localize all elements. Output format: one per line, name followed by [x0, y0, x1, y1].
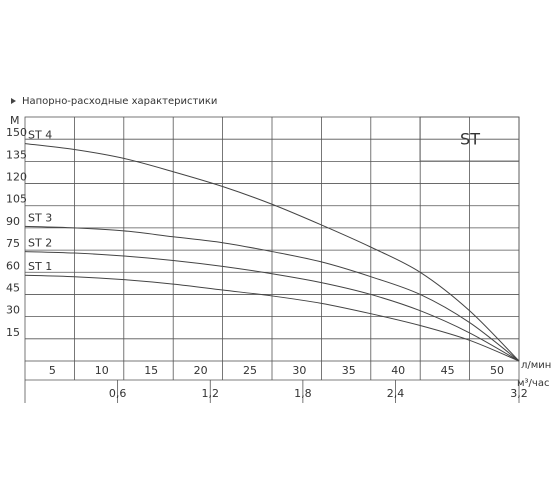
y-tick-label: 45: [6, 281, 20, 294]
y-tick-label: 75: [6, 237, 20, 250]
series-label: ST 1: [28, 260, 52, 273]
title-marker: [11, 98, 16, 104]
series-label: ST 2: [28, 237, 52, 250]
series-line: [24, 225, 520, 362]
series-label: ST 3: [28, 211, 52, 224]
x-tick-label: 10: [95, 364, 109, 377]
x2-tick-label: 0,6: [109, 387, 127, 400]
series-line: [24, 274, 520, 362]
x-tick-label: 30: [292, 364, 306, 377]
chart-title: Напорно-расходные характеристики: [22, 96, 217, 107]
y-tick-label: 105: [6, 193, 27, 206]
y-tick-label: 30: [6, 304, 20, 317]
x2-tick-label: 3,2: [510, 387, 528, 400]
x-tick-label: 15: [144, 364, 158, 377]
x-tick-label: 35: [342, 364, 356, 377]
x-axis-label: л/мин: [521, 360, 551, 371]
y-tick-label: 90: [6, 215, 20, 228]
y-tick-label: 135: [6, 148, 27, 161]
series-line: [24, 251, 520, 362]
x-tick-label: 20: [194, 364, 208, 377]
x-tick-label: 40: [391, 364, 405, 377]
y-axis-label: М: [10, 114, 20, 127]
x-tick-label: 45: [441, 364, 455, 377]
x2-tick-label: 2,4: [387, 387, 405, 400]
series-label: ST 4: [28, 129, 52, 142]
series-line: [24, 143, 520, 362]
x-tick-label: 50: [490, 364, 504, 377]
x2-tick-label: 1,2: [202, 387, 220, 400]
x-tick-label: 25: [243, 364, 257, 377]
x2-tick-label: 1,8: [294, 387, 312, 400]
x-tick-label: 5: [49, 364, 56, 377]
y-tick-label: 150: [6, 126, 27, 139]
x2-axis-label: м³/час: [517, 378, 549, 389]
y-tick-label: 60: [6, 259, 20, 272]
y-tick-label: 15: [6, 326, 20, 339]
y-tick-label: 120: [6, 171, 27, 184]
